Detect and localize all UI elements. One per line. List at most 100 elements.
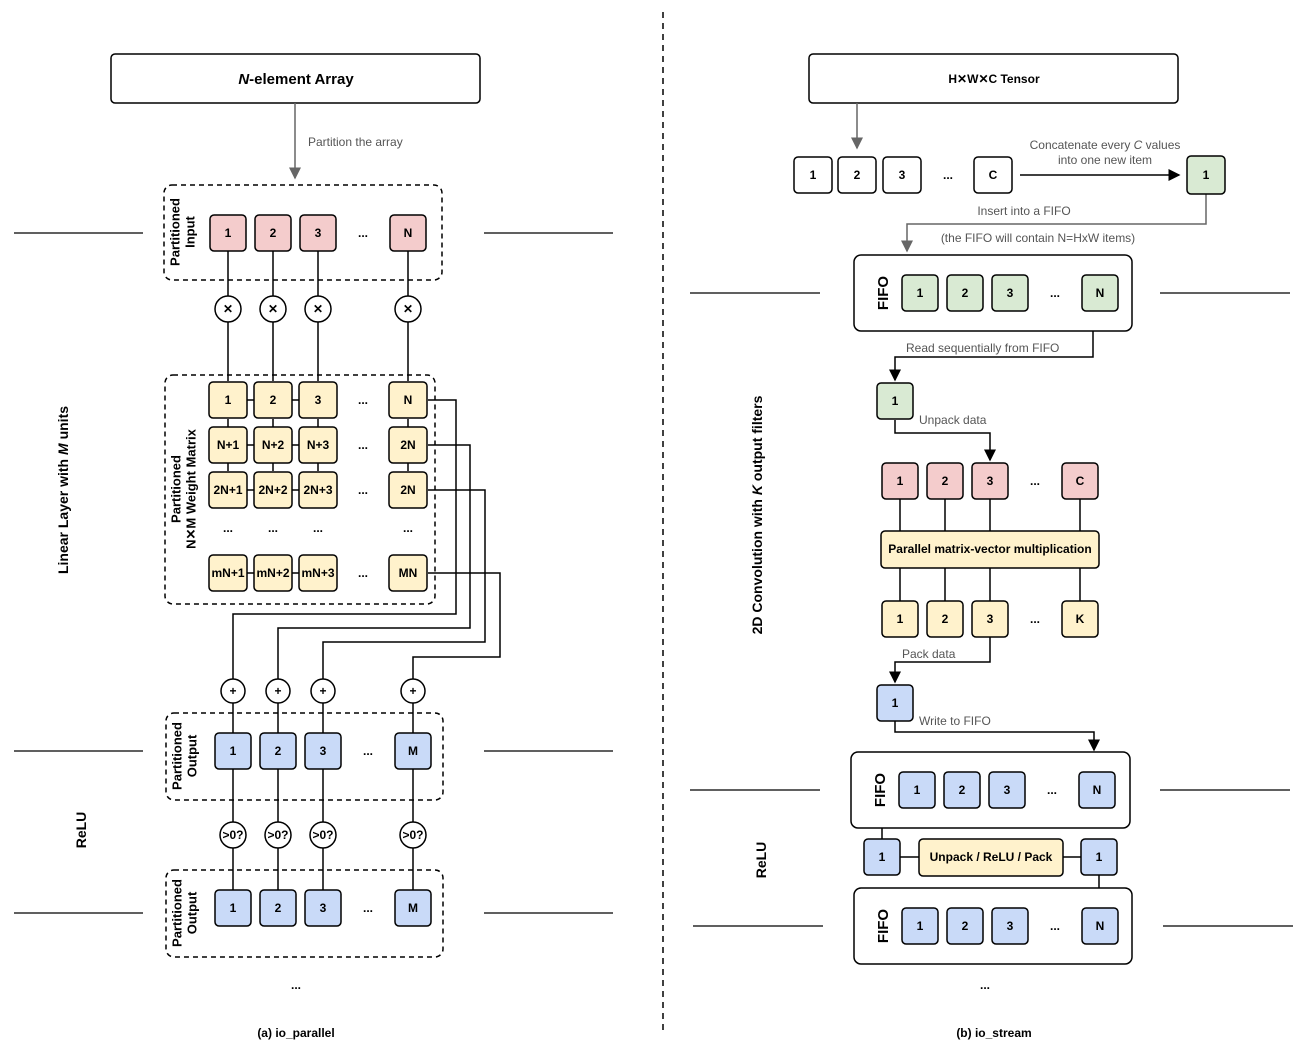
fifo-1-cell: N: [1081, 274, 1119, 312]
fifo-3-cell-label: N: [1096, 919, 1105, 933]
concat-label: Concatenate every C values: [1030, 138, 1181, 152]
pack-arrow: [889, 637, 991, 684]
weight-ellipsis: ...: [403, 521, 413, 535]
linear-layer-label-var: M: [55, 443, 71, 455]
relu-output-cell: M: [394, 889, 432, 927]
add-icon-symbol: +: [274, 684, 281, 698]
input-cell-label: 1: [225, 226, 232, 240]
array-title: N-element Array: [238, 71, 354, 88]
output-channel-cell-bg: [881, 600, 919, 638]
linear-layer-label: Linear Layer with M units: [55, 406, 71, 574]
weight-cell: N+1: [208, 426, 248, 464]
relu-in-item-label: 1: [879, 850, 886, 864]
relu-output-cell: 1: [214, 889, 252, 927]
fifo-1-cell-label: N: [1096, 286, 1105, 300]
add-icon-symbol: +: [229, 684, 236, 698]
relu-in-item: 1: [863, 838, 901, 876]
row-sum-wire: [232, 399, 457, 679]
fifo-2-cell: 2: [943, 771, 981, 809]
output-cell: 1: [214, 732, 252, 770]
multiply-icon: [394, 295, 422, 323]
relu-output-cell-label: 1: [230, 901, 237, 915]
right-trailing-ellipsis: ...: [980, 978, 990, 992]
weight-cell: 1: [208, 381, 248, 419]
row-sum-wire: [322, 489, 486, 679]
weight-cell: 2N: [388, 471, 428, 509]
relu-out-item-bg: [1080, 838, 1118, 876]
relu-output-ellipsis: ...: [363, 901, 373, 915]
unpack-arrow: [894, 420, 996, 462]
fifo-2-ellipsis: ...: [1047, 783, 1057, 797]
output-channel-ellipsis: ...: [1030, 612, 1040, 626]
matvec-label: Parallel matrix-vector multiplication: [888, 542, 1091, 556]
output-cell-label: M: [408, 744, 418, 758]
output-cell: 2: [259, 732, 297, 770]
add-icon: [220, 678, 246, 704]
fifo-1-cell-bg: [901, 274, 939, 312]
fifo-2-label-line: FIFO: [872, 773, 889, 807]
output-channel-cell: 2: [926, 600, 964, 638]
fifo-1-cell-label: 2: [962, 286, 969, 300]
fifo-3-cell-label: 3: [1007, 919, 1014, 933]
weight-matrix-label-line: Partitioned: [169, 455, 184, 523]
weight-ellipsis: ...: [358, 393, 368, 407]
weight-cell-label: 2N+1: [213, 483, 242, 497]
multiply-icon-symbol: ✕: [403, 302, 413, 316]
input-channel-cell-bg: [1061, 462, 1099, 500]
packed-item: 1: [1186, 155, 1226, 195]
fifo-1-cell-bg: [946, 274, 984, 312]
relu-output-label: PartitionedOutput: [170, 879, 200, 947]
output-channel-cell: 3: [971, 600, 1009, 638]
relu-block: [918, 838, 1064, 877]
fifo-3-cell-bg: [946, 907, 984, 945]
output-cell-label: 1: [230, 744, 237, 758]
weight-cell-label: mN+2: [256, 566, 289, 580]
tensor-ellipsis: ...: [943, 168, 953, 182]
relu-output-cell-label: 2: [275, 901, 282, 915]
relu-in-item-bg: [863, 838, 901, 876]
packed-item-bg: [1186, 155, 1226, 195]
fifo-1-cell: 2: [946, 274, 984, 312]
fifo-3-cell: N: [1081, 907, 1119, 945]
weight-ellipsis: ...: [358, 438, 368, 452]
read-item-bg: [876, 382, 914, 420]
fifo-3-cell-bg: [901, 907, 939, 945]
weight-cell: mN+1: [208, 554, 248, 592]
weight-cell-bg: [253, 381, 293, 419]
input-channel-cell-label: 1: [897, 474, 904, 488]
right-caption: (b) io_stream: [956, 1026, 1031, 1040]
fifo-3-cell-bg: [1081, 907, 1119, 945]
input-cell-bg: [254, 214, 292, 252]
read-item-label: 1: [892, 394, 899, 408]
output-ellipsis: ...: [363, 744, 373, 758]
input-channel-cell: C: [1061, 462, 1099, 500]
weight-cell-label: 2N: [400, 438, 415, 452]
fifo-2-cell-bg: [1078, 771, 1116, 809]
weight-cell-label: N: [404, 393, 413, 407]
input-cell: 1: [209, 214, 247, 252]
fifo-2-cell: 3: [988, 771, 1026, 809]
fifo-1-cell: 3: [991, 274, 1029, 312]
weight-cell-bg: [298, 381, 338, 419]
output-cell-label: 3: [320, 744, 327, 758]
fifo-1-ellipsis: ...: [1050, 286, 1060, 300]
tensor-cell: 3: [882, 156, 922, 194]
fifo-2-cell-label: 1: [914, 783, 921, 797]
row-sum-wire: [277, 444, 471, 679]
input-cell: 3: [299, 214, 337, 252]
fifo-2-cell-bg: [898, 771, 936, 809]
output-channel-cell-bg: [1061, 600, 1099, 638]
conv-layer-label-text: 2D Convolution with: [749, 495, 765, 634]
write-arrow: [894, 721, 1100, 752]
relu-output-label-line: Output: [185, 891, 200, 934]
weight-cell: N+3: [298, 426, 338, 464]
read-label: Read sequentially from FIFO: [906, 341, 1059, 355]
write-item: 1: [876, 684, 914, 722]
input-channel-cell-bg: [926, 462, 964, 500]
left-relu-label-line: ReLU: [73, 812, 89, 849]
fifo-2-cell-bg: [943, 771, 981, 809]
add-icon: [265, 678, 291, 704]
fifo-1-label-line: FIFO: [875, 276, 892, 310]
fifo-1-cell-bg: [991, 274, 1029, 312]
output-channel-cell-label: 3: [987, 612, 994, 626]
